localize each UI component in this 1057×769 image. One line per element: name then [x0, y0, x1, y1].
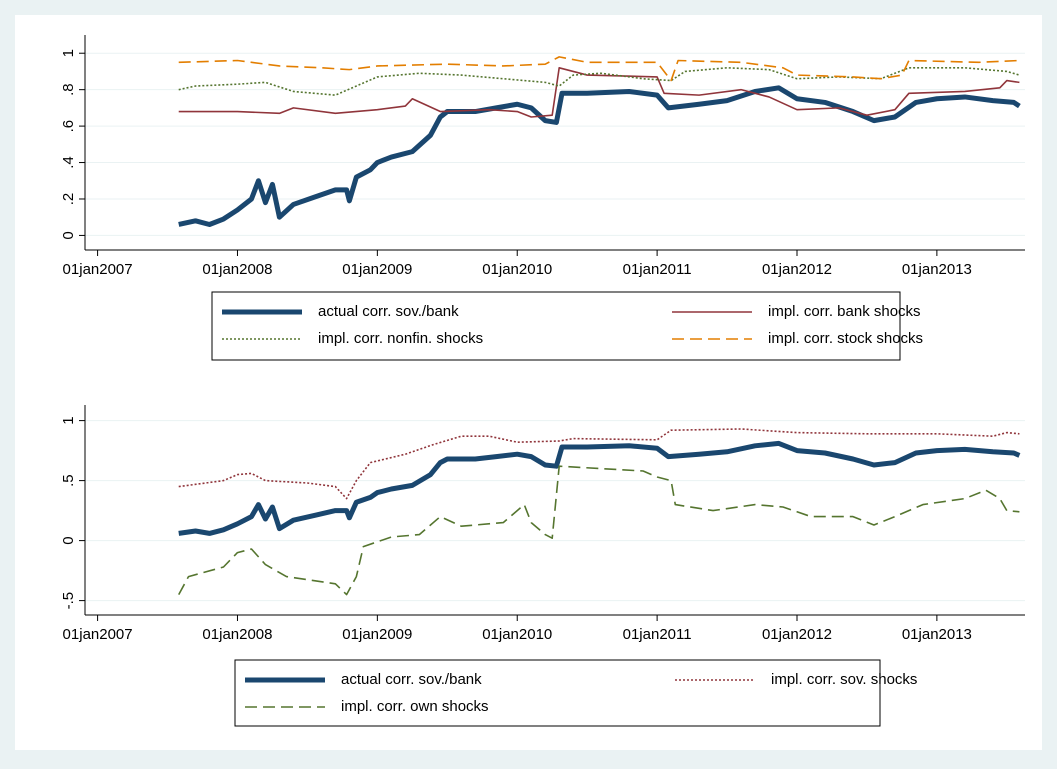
legend-label: impl. corr. own shocks: [341, 698, 489, 715]
x-tick-label: 01jan2007: [63, 626, 133, 643]
series-line: [178, 67, 1020, 118]
y-tick-label: .4: [60, 156, 77, 169]
x-tick-label: 01jan2012: [762, 261, 832, 278]
x-tick-label: 01jan2013: [902, 261, 972, 278]
series-line: [178, 440, 1021, 536]
x-tick-label: 01jan2009: [342, 626, 412, 643]
legend-box: [211, 291, 901, 361]
x-tick-label: 01jan2011: [623, 626, 692, 643]
x-tick-label: 01jan2010: [482, 626, 552, 643]
x-tick-label: 01jan2007: [63, 261, 133, 278]
legend-box: [234, 659, 881, 727]
x-tick-label: 01jan2008: [202, 626, 272, 643]
legend-label: actual corr. sov./bank: [341, 671, 482, 688]
x-tick-label: 01jan2010: [482, 261, 552, 278]
legend-label: impl. corr. stock shocks: [768, 330, 923, 347]
y-tick-label: .8: [60, 83, 77, 96]
legend-label: impl. corr. bank shocks: [768, 303, 921, 320]
legend-label: impl. corr. nonfin. shocks: [318, 330, 483, 347]
y-tick-label: .5: [60, 474, 77, 487]
y-tick-label: 0: [60, 231, 77, 239]
series-line: [178, 428, 1020, 500]
x-tick-label: 01jan2013: [902, 626, 972, 643]
series-line: [178, 67, 1020, 96]
x-tick-label: 01jan2012: [762, 626, 832, 643]
legend-label: impl. corr. sov. shocks: [771, 671, 917, 688]
x-tick-label: 01jan2009: [342, 261, 412, 278]
y-tick-label: .2: [60, 193, 77, 206]
legend-label: actual corr. sov./bank: [318, 303, 459, 320]
y-tick-label: 0: [60, 536, 77, 544]
series-line: [178, 465, 1020, 596]
y-tick-label: 1: [60, 416, 77, 424]
plot-background: [15, 15, 1042, 750]
y-tick-label: 1: [60, 49, 77, 57]
y-tick-label: .6: [60, 120, 77, 133]
x-tick-label: 01jan2011: [623, 261, 692, 278]
y-tick-label: -.5: [60, 592, 77, 610]
x-tick-label: 01jan2008: [202, 261, 272, 278]
